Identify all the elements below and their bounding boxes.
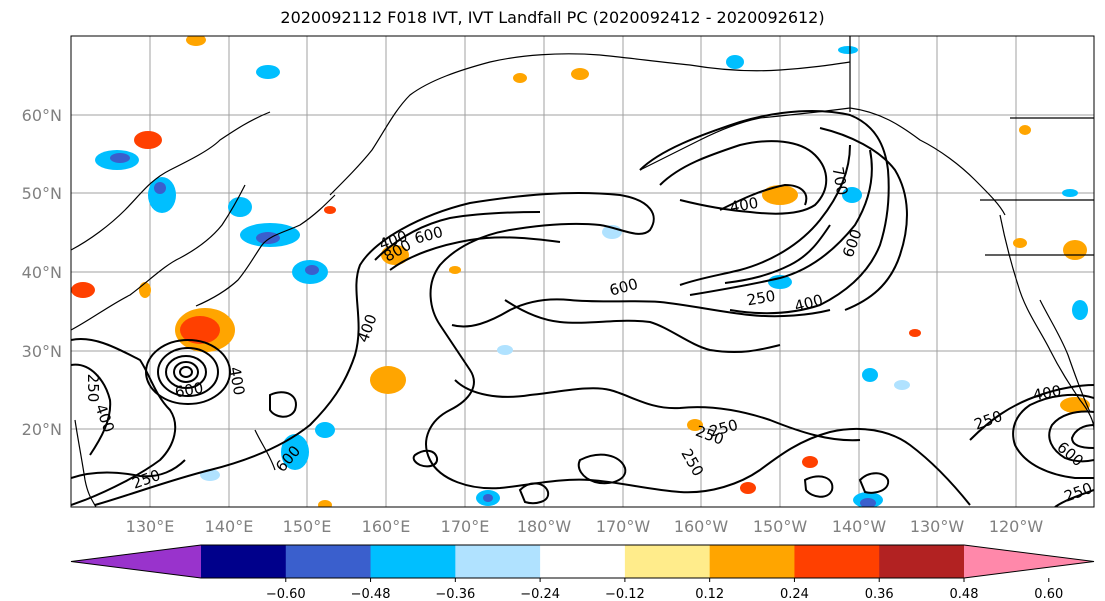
- contour-label: 700: [829, 165, 852, 196]
- lat-label: 30°N: [22, 342, 62, 361]
- lat-label: 40°N: [22, 263, 62, 282]
- colorbar-extend-max: [964, 545, 1094, 578]
- colorbar-tick-label: 0.48: [950, 587, 979, 601]
- lat-label: 60°N: [22, 106, 62, 125]
- colorbar-tick-label: −0.36: [435, 587, 475, 601]
- contour-label: 600: [173, 379, 204, 402]
- lon-label: 160°E: [362, 517, 411, 536]
- colorbar-tick-label: 0.12: [695, 587, 724, 601]
- colorbar-tick-label: −0.12: [605, 587, 645, 601]
- coastlines: [71, 36, 1094, 507]
- lon-label: 130°E: [126, 517, 175, 536]
- lon-label: 120°W: [989, 517, 1044, 536]
- map-title: 2020092112 F018 IVT, IVT Landfall PC (20…: [280, 8, 825, 27]
- lon-label: 170°E: [441, 517, 490, 536]
- contour-label: 250: [745, 287, 776, 310]
- lat-label: 20°N: [22, 420, 62, 439]
- colorbar-segment: [879, 545, 965, 578]
- colorbar-segment: [201, 545, 287, 578]
- colorbar-tick-label: 0.24: [780, 587, 809, 601]
- contour-label: 400: [1031, 382, 1062, 405]
- colorbar-tick-label: 0.60: [1034, 587, 1063, 601]
- longitude-labels: 130°E 140°E 150°E 160°E 170°E 180°W 170°W 160°W…: [126, 517, 1044, 536]
- colorbar-segment: [285, 545, 372, 578]
- contour-label: 400: [226, 365, 249, 396]
- colorbar-tick-label: 0.36: [865, 587, 894, 601]
- lon-label: 140°E: [205, 517, 254, 536]
- colorbar-tick-label: −0.24: [520, 587, 560, 601]
- colorbar-segment: [540, 545, 626, 578]
- colorbar-outline: [70, 544, 1095, 579]
- lon-label: 180°W: [517, 517, 572, 536]
- lon-label: 150°E: [283, 517, 332, 536]
- lon-label: 160°W: [674, 517, 729, 536]
- colorbar: [70, 544, 1095, 579]
- colorbar-tick-label: −0.48: [351, 587, 391, 601]
- colorbar-segment: [794, 545, 880, 578]
- lon-label: 140°W: [832, 517, 887, 536]
- colorbar-segment: [370, 545, 456, 578]
- latitude-labels: 60°N 50°N 40°N 30°N 20°N: [22, 106, 62, 439]
- lon-label: 170°W: [596, 517, 651, 536]
- contour-label: 400: [728, 194, 759, 217]
- colorbar-ticks: −0.60 −0.48 −0.36 −0.24 −0.12 0.12 0.24 0.36 0.4…: [266, 578, 1063, 601]
- map-frame: [70, 35, 1095, 508]
- colorbar-segment: [709, 545, 795, 578]
- ivt-contours: [71, 109, 1094, 507]
- colorbar-segment: [624, 545, 711, 578]
- lon-label: 150°W: [753, 517, 808, 536]
- lon-label: 130°W: [910, 517, 965, 536]
- colorbar-tick-label: −0.60: [266, 587, 306, 601]
- contour-label: 250: [84, 374, 102, 403]
- colorbar-extend-min: [71, 545, 201, 578]
- lat-label: 50°N: [22, 184, 62, 203]
- colorbar-segment: [455, 545, 541, 578]
